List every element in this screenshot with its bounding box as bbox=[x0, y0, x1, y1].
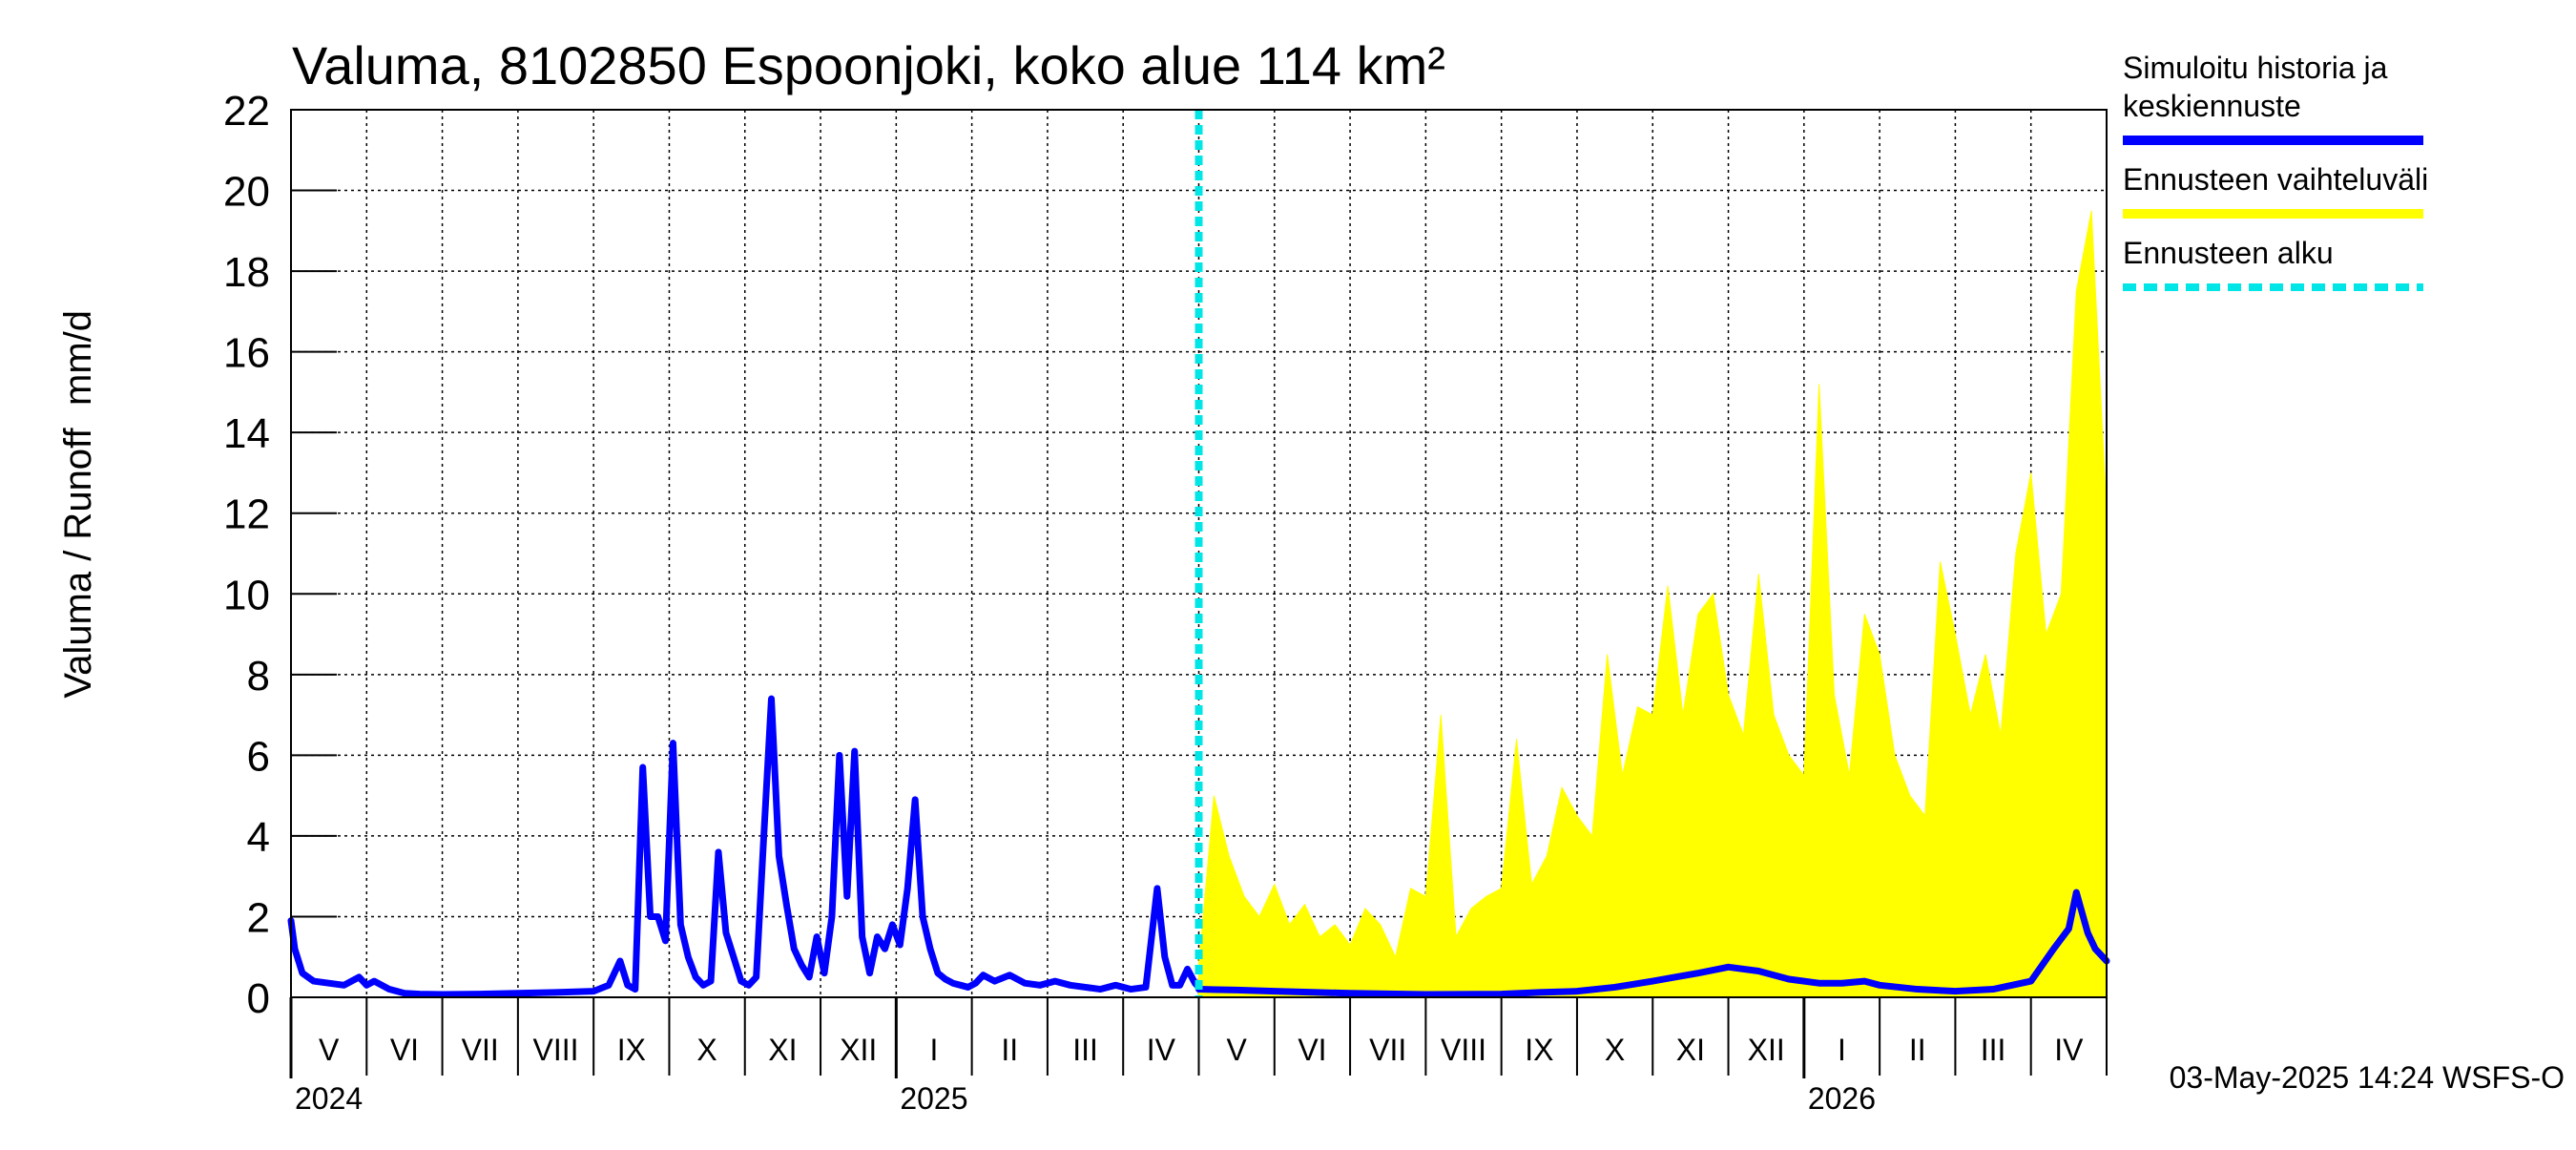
month-label: VII bbox=[462, 1033, 499, 1067]
year-label: 2024 bbox=[295, 1081, 363, 1116]
chart-title: Valuma, 8102850 Espoonjoki, koko alue 11… bbox=[292, 35, 1445, 95]
legend-label: Simuloitu historia ja bbox=[2123, 51, 2388, 85]
month-label: VI bbox=[390, 1033, 419, 1067]
y-tick-label: 2 bbox=[247, 894, 270, 941]
month-label: X bbox=[1605, 1033, 1625, 1067]
y-tick-label: 20 bbox=[223, 169, 270, 216]
month-label: XI bbox=[1676, 1033, 1705, 1067]
y-tick-label: 8 bbox=[247, 653, 270, 700]
month-label: X bbox=[696, 1033, 717, 1067]
y-tick-label: 6 bbox=[247, 733, 270, 780]
y-tick-label: 14 bbox=[223, 410, 270, 457]
year-label: 2026 bbox=[1808, 1081, 1876, 1116]
month-label: V bbox=[1226, 1033, 1247, 1067]
y-tick-label: 0 bbox=[247, 975, 270, 1022]
y-tick-label: 22 bbox=[223, 88, 270, 135]
y-tick-label: 10 bbox=[223, 572, 270, 618]
month-label: IV bbox=[1147, 1033, 1176, 1067]
month-label: II bbox=[1001, 1033, 1018, 1067]
month-label: VII bbox=[1369, 1033, 1406, 1067]
month-label: VIII bbox=[533, 1033, 579, 1067]
y-axis-unit: mm/d bbox=[57, 310, 99, 406]
mean-forecast-line bbox=[1195, 889, 2110, 998]
month-label: XI bbox=[768, 1033, 797, 1067]
y-tick-label: 16 bbox=[223, 330, 270, 377]
y-tick-label: 12 bbox=[223, 491, 270, 538]
y-axis-label: Valuma / Runoff bbox=[57, 428, 99, 699]
month-label: VIII bbox=[1441, 1033, 1486, 1067]
month-label: XII bbox=[840, 1033, 877, 1067]
legend: Simuloitu historia ja keskiennuste Ennuste… bbox=[2123, 51, 2428, 291]
legend-label: keskiennuste bbox=[2123, 89, 2301, 123]
legend-label: Ennusteen alku bbox=[2123, 236, 2334, 270]
forecast-range-band bbox=[1198, 210, 2108, 998]
series-lines bbox=[287, 110, 2110, 998]
month-label: IX bbox=[1525, 1033, 1553, 1067]
year-label: 2025 bbox=[900, 1081, 967, 1116]
y-tick-label: 18 bbox=[223, 249, 270, 296]
history-line bbox=[287, 695, 1202, 998]
month-label: I bbox=[1838, 1033, 1846, 1067]
month-label: VI bbox=[1298, 1033, 1326, 1067]
month-label: IV bbox=[2054, 1033, 2084, 1067]
legend-label: Ennusteen vaihteluväli bbox=[2123, 162, 2428, 197]
month-label: I bbox=[930, 1033, 939, 1067]
month-label: III bbox=[1981, 1033, 2006, 1067]
month-label: II bbox=[1909, 1033, 1926, 1067]
y-tick-label: 4 bbox=[247, 814, 270, 861]
timestamp-footer: 03-May-2025 14:24 WSFS-O bbox=[2170, 1060, 2565, 1095]
month-label: V bbox=[319, 1033, 340, 1067]
forecast-range-area bbox=[1198, 210, 2108, 998]
month-label: IX bbox=[617, 1033, 646, 1067]
month-label: III bbox=[1072, 1033, 1098, 1067]
month-label: XII bbox=[1748, 1033, 1785, 1067]
